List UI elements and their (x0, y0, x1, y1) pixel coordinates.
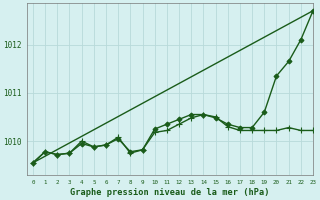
X-axis label: Graphe pression niveau de la mer (hPa): Graphe pression niveau de la mer (hPa) (70, 188, 270, 197)
